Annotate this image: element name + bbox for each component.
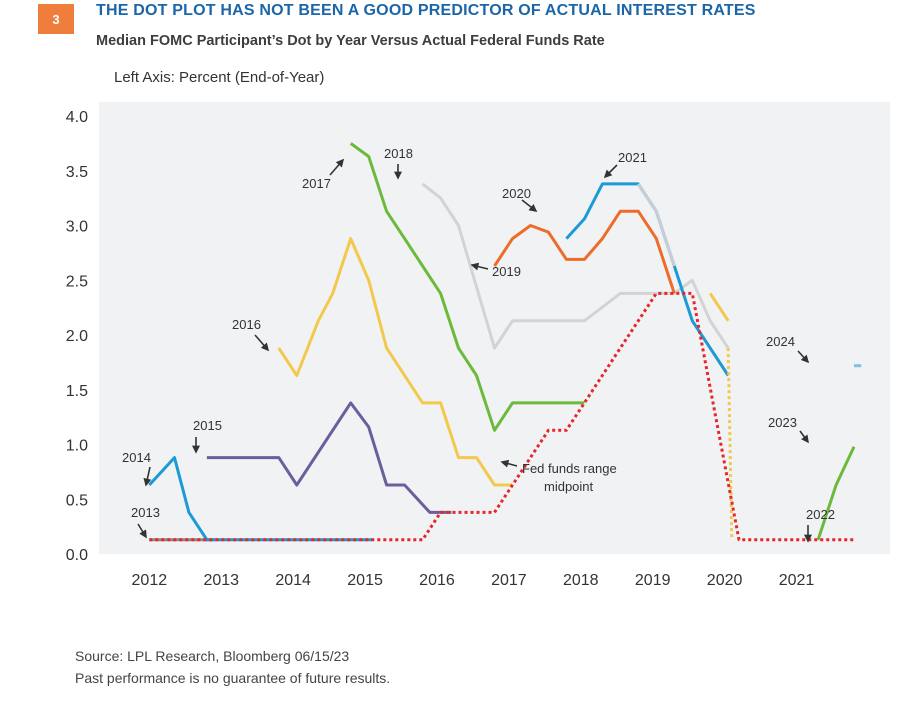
series-line-2015 — [206, 401, 452, 514]
annotation-label: 2023 — [768, 415, 797, 430]
series-line-2014 — [148, 456, 373, 542]
x-tick-label: 2019 — [635, 572, 671, 589]
annotation-arrow — [254, 334, 270, 352]
figure-number-badge: 3 — [38, 4, 74, 34]
chart-title: THE DOT PLOT HAS NOT BEEN A GOOD PREDICT… — [96, 2, 756, 19]
annotation-label: 2019 — [492, 264, 521, 279]
annotation-label: 2022 — [806, 507, 835, 522]
series-line-2016 — [277, 237, 513, 487]
chart-annotations: 2013 2014 2015 2016 2017 2018 2019 2020 2021 2022… — [122, 146, 835, 543]
y-tick-label: 3.0 — [66, 219, 88, 236]
annotation-label: 2014 — [122, 450, 151, 465]
annotation-arrow — [799, 430, 809, 444]
y-tick-label: 1.0 — [66, 438, 88, 455]
annotation-label: 2013 — [131, 505, 160, 520]
y-tick-label: 2.5 — [66, 273, 88, 290]
x-axis-ticks: 2012 2013 2014 2015 2016 2017 2018 2019 2020 2021 — [132, 572, 815, 589]
annotation-label: 2020 — [502, 186, 531, 201]
annotation-label: Fed funds range — [522, 461, 617, 476]
y-tick-label: 4.0 — [66, 109, 88, 126]
x-tick-label: 2020 — [707, 572, 743, 589]
annotation-label: 2017 — [302, 176, 331, 191]
source-note: Source: LPL Research, Bloomberg 06/15/23 — [75, 648, 350, 664]
series-line-2017 — [349, 142, 585, 432]
series-lines — [148, 142, 862, 542]
series-line-2021 — [637, 183, 676, 267]
x-tick-label: 2015 — [347, 572, 383, 589]
annotation-arrow — [521, 199, 538, 212]
y-axis-label: Left Axis: Percent (End-of-Year) — [114, 69, 325, 86]
annotation-label: 2024 — [766, 334, 795, 349]
x-tick-label: 2012 — [132, 572, 168, 589]
x-tick-label: 2017 — [491, 572, 527, 589]
annotation-label: 2018 — [384, 146, 413, 161]
series-line-2019 — [493, 209, 676, 294]
series-line-2022-to-2022- — [726, 348, 734, 540]
annotation-arrow — [797, 350, 810, 364]
series-line-2022 — [708, 292, 730, 322]
x-tick-label: 2014 — [275, 572, 311, 589]
plot-area — [99, 102, 890, 554]
series-line-2023 — [816, 446, 856, 541]
x-tick-label: 2016 — [419, 572, 455, 589]
x-tick-label: 2021 — [779, 572, 815, 589]
annotation-arrow — [329, 158, 345, 176]
annotation-label: 2016 — [232, 317, 261, 332]
series-line-fed-funds-range-midpoint — [149, 291, 854, 542]
y-tick-label: 2.0 — [66, 328, 88, 345]
y-tick-label: 1.5 — [66, 383, 88, 400]
y-tick-label: 0.5 — [66, 492, 88, 509]
y-tick-label: 3.5 — [66, 164, 88, 181]
x-tick-label: 2013 — [203, 572, 239, 589]
y-tick-label: 0.0 — [66, 547, 88, 564]
disclaimer-note: Past performance is no guarantee of futu… — [75, 670, 391, 686]
annotation-label: 2021 — [618, 150, 647, 165]
annotation-arrow — [500, 459, 518, 468]
annotation-arrow — [470, 262, 489, 271]
x-tick-label: 2018 — [563, 572, 599, 589]
chart-subtitle: Median FOMC Participant’s Dot by Year Ve… — [96, 33, 605, 49]
annotation-arrow — [137, 523, 147, 539]
annotation-label: 2015 — [193, 418, 222, 433]
series-line-2018 — [421, 182, 730, 350]
y-axis-ticks: 0.0 0.5 1.0 1.5 2.0 2.5 3.0 3.5 4.0 — [66, 109, 88, 564]
annotation-label: midpoint — [544, 479, 594, 494]
annotation-arrow — [603, 164, 618, 179]
annotation-arrow — [143, 466, 152, 487]
